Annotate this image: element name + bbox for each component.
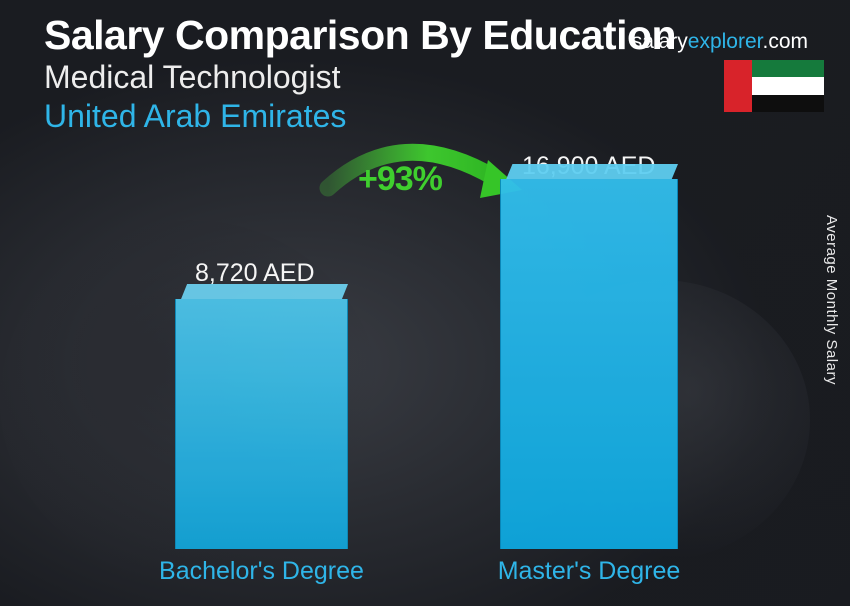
bar-front-face	[500, 179, 678, 549]
bar-label-masters: Master's Degree	[470, 557, 708, 586]
bar-masters: 16,900 AED Master's Degree	[470, 164, 708, 586]
bar-chart: 8,720 AED Bachelor's Degree 16,900 AED M…	[0, 0, 850, 606]
bar-3d	[175, 284, 348, 549]
bar-front-face	[175, 299, 348, 549]
bar-3d	[500, 164, 678, 549]
bar-label-bachelors: Bachelor's Degree	[145, 557, 378, 586]
bar-bachelors: 8,720 AED Bachelor's Degree	[145, 284, 378, 586]
